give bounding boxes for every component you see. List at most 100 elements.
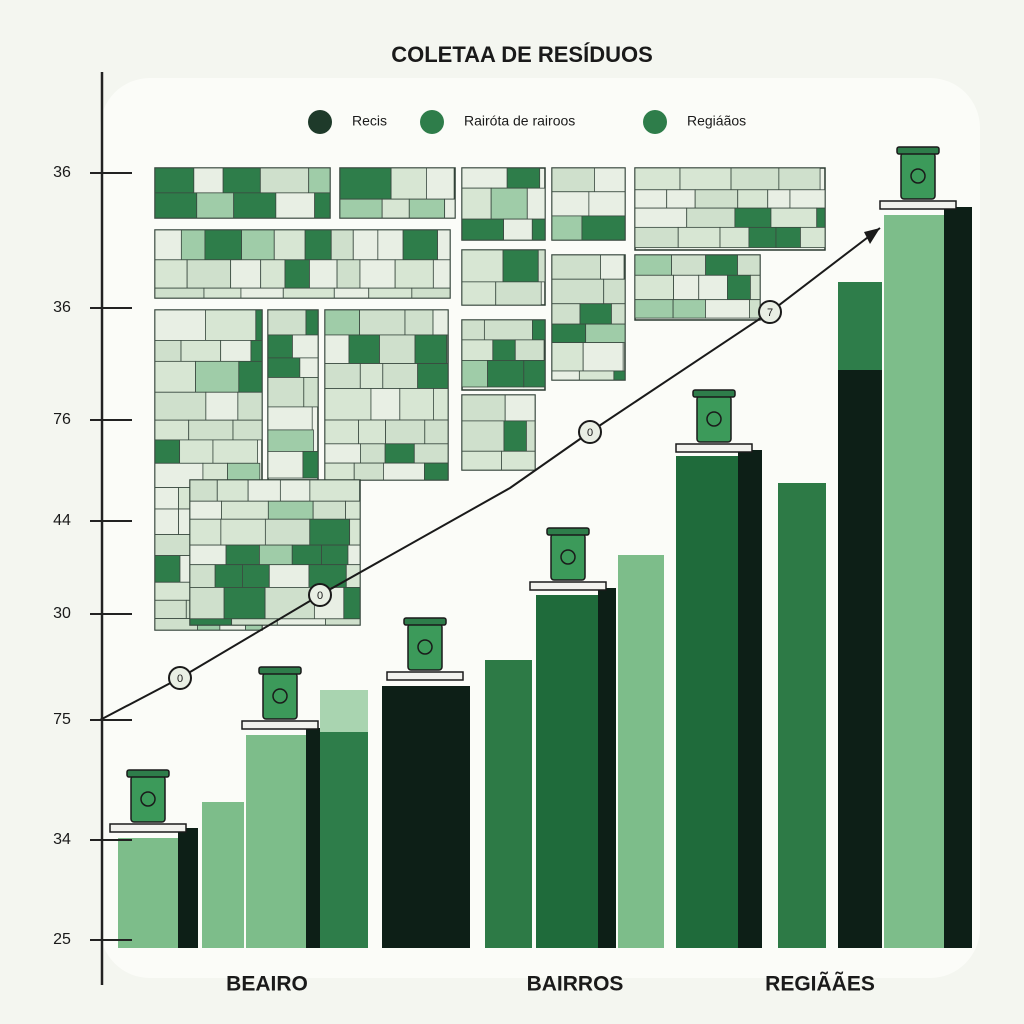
bars	[109, 146, 972, 948]
bar	[618, 555, 664, 948]
bin-lid	[258, 666, 302, 675]
map-lot	[154, 487, 179, 510]
map-lot	[537, 249, 546, 283]
map-lot	[309, 479, 360, 502]
map-lot	[502, 249, 539, 283]
map-lot	[303, 377, 319, 408]
map-lot	[411, 287, 451, 299]
map-lot	[588, 191, 626, 217]
bin-platform	[675, 443, 753, 453]
map-lot	[180, 340, 222, 362]
bin-symbol	[560, 549, 576, 565]
bin-body	[550, 533, 586, 581]
bin-lid	[692, 389, 736, 398]
map-lot	[634, 167, 681, 191]
map-lot	[255, 309, 263, 341]
map-lot	[268, 564, 310, 588]
bin-lid	[546, 527, 590, 536]
map-lot	[461, 420, 505, 452]
map-lot	[324, 334, 350, 364]
map-lot	[381, 198, 410, 219]
map-lot	[359, 363, 384, 389]
map-lot	[719, 226, 750, 248]
map-lot	[504, 394, 536, 422]
map-lot	[321, 544, 349, 566]
map-lot	[424, 462, 449, 481]
map-lot	[613, 370, 626, 381]
map-lot	[259, 544, 293, 566]
map-lot	[402, 229, 438, 261]
map-lot	[359, 309, 406, 336]
map-lot	[267, 429, 314, 452]
map-lot	[299, 357, 319, 378]
map-lot	[698, 274, 728, 301]
map-lot	[705, 299, 750, 319]
bin-body	[407, 623, 443, 671]
map-lot	[634, 299, 674, 319]
map-lot	[432, 309, 449, 336]
map-lot	[789, 189, 826, 209]
map-lot	[737, 254, 761, 276]
y-axis-label: 44	[53, 512, 71, 529]
map-lot	[673, 274, 700, 301]
map-lot	[582, 342, 624, 372]
map-lot	[579, 303, 612, 325]
map-lot	[382, 363, 419, 389]
labels: 36 36 76 44 30 75 34 25 BEAIRO BAIRROS REGIÃÃES Rec…	[53, 110, 875, 996]
map-lot	[324, 443, 361, 464]
legend-label: Rairóta de rairoos	[464, 113, 575, 129]
title: COLETAA DE RESÍDUOS	[391, 42, 653, 67]
map-lot	[800, 226, 826, 248]
map-lot	[154, 419, 190, 441]
map-lot	[705, 254, 738, 276]
map-lot	[309, 259, 338, 289]
map-lot	[189, 500, 222, 520]
map-lot	[433, 388, 449, 421]
map-lot	[634, 274, 675, 301]
map-lot	[414, 334, 448, 364]
map-lot	[368, 287, 413, 299]
map-lot	[347, 544, 361, 566]
y-axis-label: 25	[53, 931, 71, 948]
map-lot	[154, 534, 195, 556]
route-marker	[308, 583, 332, 607]
map-lot	[241, 229, 275, 261]
bin-symbol	[910, 168, 926, 184]
map-lot	[526, 187, 546, 220]
map-lot	[551, 254, 601, 280]
map-lot	[578, 370, 615, 381]
map-lot	[273, 229, 306, 261]
map-lot	[775, 226, 801, 248]
map-lot	[154, 360, 196, 393]
legend-swatch	[308, 110, 332, 134]
map-lot	[770, 207, 818, 228]
map-lot	[390, 167, 427, 200]
map-lot	[339, 198, 383, 219]
map-lot	[267, 451, 304, 479]
map-lot	[394, 259, 434, 289]
map-lot	[551, 167, 595, 193]
map-lot	[267, 309, 307, 336]
bin-lid	[126, 769, 170, 778]
map-lot	[461, 339, 494, 361]
bin-platform	[529, 581, 607, 591]
map-lot	[237, 391, 263, 421]
x-label: BAIRROS	[527, 973, 624, 996]
map-lot	[216, 479, 249, 502]
route-marker-label: 0	[317, 590, 323, 602]
map-lot	[359, 259, 396, 289]
map-lot	[532, 319, 546, 341]
map-lot	[778, 167, 821, 191]
bar	[320, 732, 368, 948]
map-lot	[748, 226, 777, 248]
bar	[738, 450, 762, 948]
x-label: REGIÃÃES	[765, 973, 875, 996]
map-lot	[305, 309, 319, 336]
map-lot	[750, 274, 761, 301]
map-lot	[551, 323, 587, 344]
bar	[676, 456, 740, 948]
map-lot	[358, 419, 387, 445]
map-lot	[220, 518, 266, 546]
legend-label: Regiáãos	[687, 113, 746, 129]
map-lot	[492, 339, 516, 361]
